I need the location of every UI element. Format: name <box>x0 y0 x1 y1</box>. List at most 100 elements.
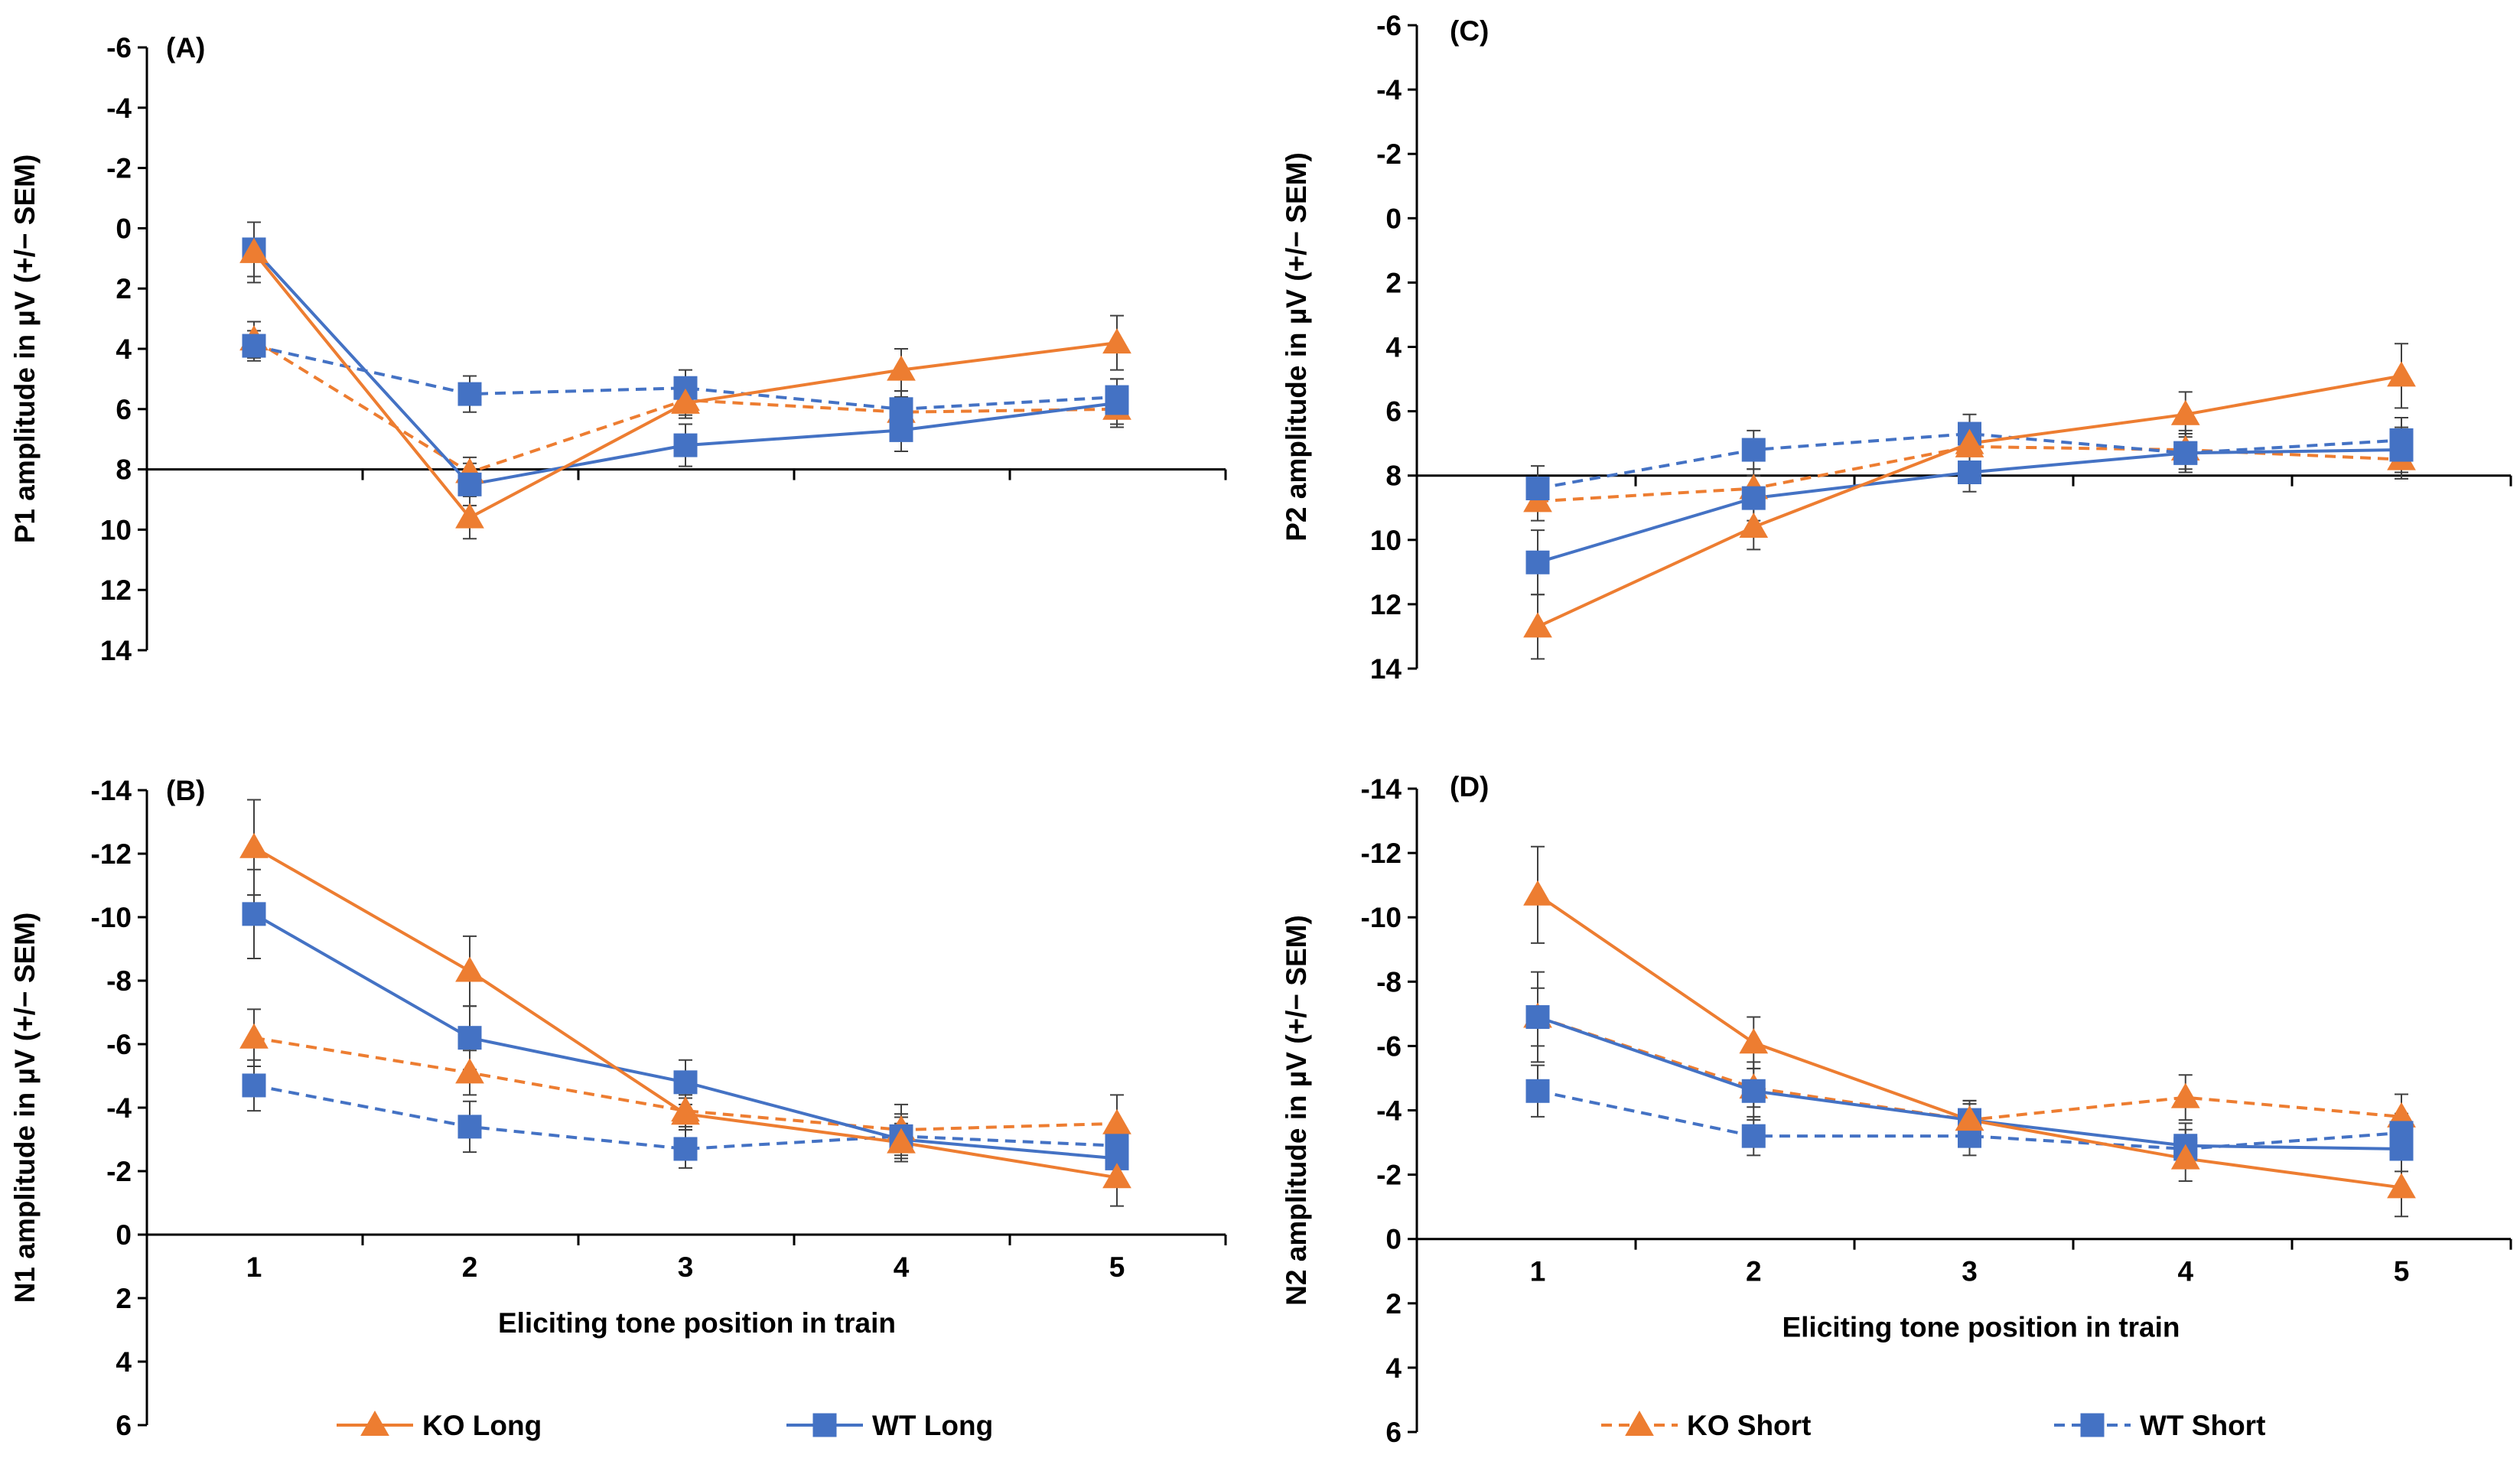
data-point-KO-long <box>2387 361 2416 387</box>
y-axis-title: N2 amplitude in µV (+/− SEM) <box>1281 915 1312 1306</box>
data-point-WT-long <box>2389 1137 2414 1161</box>
y-tick-label: 0 <box>116 1219 132 1251</box>
y-tick-label: -2 <box>106 153 132 184</box>
data-point-KO-long <box>455 503 484 529</box>
x-tick-label: 2 <box>462 1251 478 1283</box>
data-point-KO-long <box>1955 1105 1984 1131</box>
y-tick-label: -2 <box>1376 1160 1402 1191</box>
y-tick-label: 0 <box>116 213 132 244</box>
y-tick-label: 8 <box>116 454 132 486</box>
y-tick-label: -6 <box>106 32 132 63</box>
y-tick-label: -10 <box>91 902 132 933</box>
data-point-WT-long <box>457 472 482 496</box>
y-tick-label: 12 <box>100 574 132 606</box>
legend-item-KO-short: KO Short <box>1601 1410 1811 1441</box>
data-point-WT-long <box>2173 441 2198 465</box>
panel-label: (B) <box>166 775 205 806</box>
data-point-WT-long <box>1741 1079 1766 1103</box>
y-tick-label: 2 <box>116 1283 132 1314</box>
y-tick-label: -2 <box>1376 138 1402 170</box>
y-tick-label: 4 <box>116 334 132 365</box>
data-point-KO-long <box>239 832 269 858</box>
data-point-WT-short <box>1741 1124 1766 1148</box>
panel-label: (C) <box>1450 15 1489 47</box>
series-line-WT-short <box>253 1083 1118 1150</box>
x-tick-label: 2 <box>1746 1256 1762 1287</box>
legend-item-WT-short: WT Short <box>2054 1410 2265 1441</box>
data-point-KO-long <box>1102 328 1131 354</box>
data-point-WT-short <box>457 382 482 406</box>
legend-marker <box>1625 1410 1654 1436</box>
legend-marker <box>2080 1413 2105 1437</box>
y-tick-label: 4 <box>116 1346 132 1378</box>
data-point-KO-short <box>1102 1108 1131 1134</box>
x-tick-label: 1 <box>1530 1256 1546 1287</box>
data-point-WT-short <box>242 334 266 358</box>
legend-label: KO Long <box>422 1410 542 1441</box>
data-point-WT-long <box>1105 391 1129 415</box>
data-point-WT-short <box>889 397 913 421</box>
data-point-WT-long <box>242 902 266 926</box>
data-point-WT-short <box>673 1137 698 1161</box>
x-tick-label: 4 <box>894 1251 910 1283</box>
panel-a-p1-chart: -6 -4 -2 0 2 4 6 8 10 12 14 P1 amplitude in µV (+/−… <box>9 32 1227 666</box>
y-tick-label: 0 <box>1385 1224 1402 1255</box>
data-point-WT-long <box>673 1070 698 1095</box>
y-tick-label: -4 <box>1376 1095 1402 1127</box>
data-point-WT-long <box>457 1026 482 1050</box>
data-point-KO-long <box>671 388 700 414</box>
data-point-KO-long <box>239 237 269 263</box>
y-tick-label: -6 <box>106 1029 132 1060</box>
y-tick-label: 4 <box>1385 332 1402 363</box>
data-point-WT-long <box>889 418 913 442</box>
panel-d-n2-chart: -14 -12 -10 -8 -6 -4 -2 0 2 4 6 1 2 3 4 5 Eliciting tone… <box>1281 771 2512 1448</box>
legend-label: WT Long <box>872 1410 993 1441</box>
data-point-KO-long <box>671 1099 700 1125</box>
legend-item-WT-long: WT Long <box>786 1410 993 1441</box>
data-point-KO-short <box>239 1023 269 1049</box>
y-tick-label: -10 <box>1361 902 1402 933</box>
y-tick-label: -14 <box>91 775 132 806</box>
y-tick-label: -4 <box>106 1092 132 1124</box>
y-axis-title: P1 amplitude in µV (+/− SEM) <box>9 155 41 544</box>
y-tick-label: 6 <box>116 1410 132 1441</box>
y-tick-label: 14 <box>1370 653 1402 685</box>
y-tick-label: 8 <box>1385 461 1402 492</box>
x-axis-title: Eliciting tone position in train <box>1782 1312 2180 1343</box>
data-point-KO-long <box>1102 1163 1131 1189</box>
legend-label: WT Short <box>2140 1410 2265 1441</box>
y-tick-label: 2 <box>116 273 132 304</box>
legend-marker <box>360 1410 389 1436</box>
data-point-WT-long <box>1958 460 1981 484</box>
series-line-KO-short <box>253 1036 1118 1132</box>
y-tick-label: -8 <box>106 965 132 997</box>
x-tick-label: 3 <box>678 1251 694 1283</box>
y-tick-label: -6 <box>1376 10 1402 41</box>
x-tick-label: 4 <box>2177 1256 2193 1287</box>
y-tick-label: 0 <box>1385 203 1402 234</box>
data-point-KO-short <box>455 1058 484 1084</box>
data-point-WT-long <box>2389 438 2414 462</box>
data-point-KO-long <box>1523 612 1552 638</box>
y-tick-label: -6 <box>1376 1030 1402 1062</box>
panel-b-n1-chart: -14 -12 -10 -8 -6 -4 -2 0 2 4 6 1 2 3 4 5 Eliciting tone… <box>9 775 1227 1441</box>
data-point-WT-short <box>1525 477 1550 501</box>
y-tick-label: 12 <box>1370 589 1402 620</box>
y-axis-title: P2 amplitude in µV (+/− SEM) <box>1281 152 1312 542</box>
x-tick-label: 5 <box>1109 1251 1125 1283</box>
data-point-KO-long <box>2387 1173 2416 1199</box>
panel-label: (D) <box>1450 771 1489 802</box>
y-tick-label: 10 <box>100 514 132 545</box>
data-point-KO-long <box>1739 1028 1769 1054</box>
series-line-WT-short <box>1537 1089 2402 1150</box>
y-tick-label: -8 <box>1376 966 1402 997</box>
y-tick-label: 14 <box>100 635 132 666</box>
y-tick-label: 10 <box>1370 525 1402 556</box>
data-point-WT-long <box>1741 486 1766 510</box>
data-point-KO-long <box>2170 1144 2200 1170</box>
data-point-KO-long <box>2170 399 2200 425</box>
y-tick-label: 4 <box>1385 1352 1402 1384</box>
data-point-KO-long <box>887 1128 916 1154</box>
y-tick-label: -14 <box>1361 773 1402 805</box>
